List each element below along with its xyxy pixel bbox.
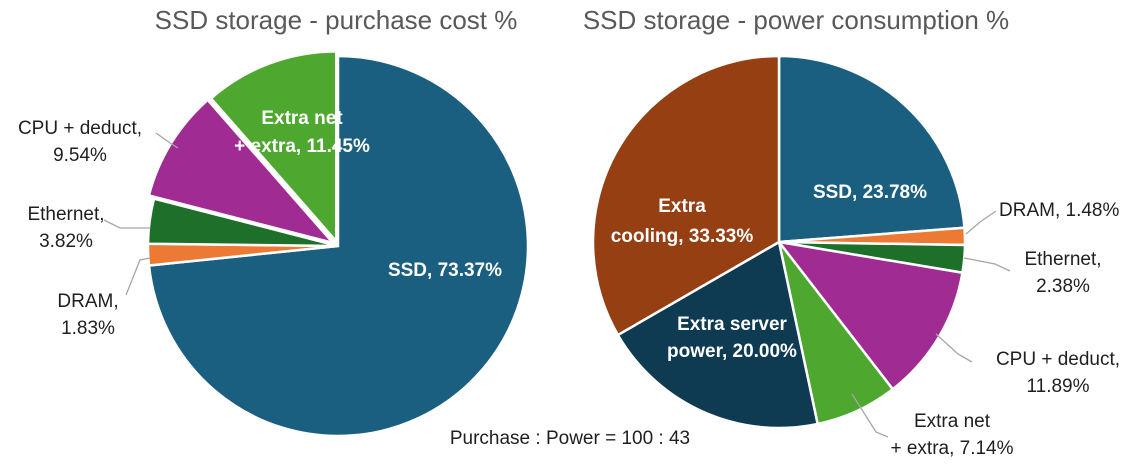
purchase-chart-title: SSD storage - purchase cost % xyxy=(155,5,518,35)
purchase-slice-ssd xyxy=(147,54,530,438)
power-label-extra-cooling: Extra cooling, 33.33% xyxy=(611,196,754,247)
power-consumption-pie xyxy=(591,54,967,430)
slice-labels: SSD, 73.37% DRAM, 1.83% Ethernet, 3.82% CPU +… xyxy=(18,108,1120,459)
power-slice-extra-server-power xyxy=(616,240,820,430)
power-leader-cpu-deduct xyxy=(935,333,973,363)
power-label-extra-server-power: Extra server power, 20.00% xyxy=(667,314,797,362)
power-label-ethernet: Ethernet, 2.38% xyxy=(1024,249,1101,297)
power-leader-ethernet xyxy=(963,257,1011,272)
purchase-label-cpu-deduct: CPU + deduct, 9.54% xyxy=(18,118,142,166)
purchase-leader-dram xyxy=(125,257,151,296)
power-label-ssd: SSD, 23.78% xyxy=(813,182,927,203)
power-chart-title: SSD storage - power consumption % xyxy=(583,5,1009,35)
power-slice-ssd xyxy=(777,54,966,244)
power-slice-cpu-deduct xyxy=(776,240,964,391)
power-leader-dram xyxy=(965,210,997,235)
power-label-cpu-deduct: CPU + deduct, 11.89% xyxy=(996,349,1120,397)
purchase-cost-pie xyxy=(146,50,530,438)
purchase-label-ssd: SSD, 73.37% xyxy=(388,260,502,281)
power-label-dram: DRAM, 1.48% xyxy=(999,200,1119,221)
purchase-slice-ethernet xyxy=(146,197,339,248)
ratio-caption: Purchase : Power = 100 : 43 xyxy=(449,428,691,449)
power-label-extra-net-extra: Extra net + extra, 7.14% xyxy=(890,411,1013,459)
purchase-leader-cpu-deduct xyxy=(155,132,179,149)
purchase-slice-extra-net-extra xyxy=(209,50,338,245)
purchase-label-dram: DRAM, 1.83% xyxy=(57,291,118,339)
power-slice-extra-cooling xyxy=(591,54,781,337)
power-leader-extra-net-extra xyxy=(851,393,889,438)
purchase-label-extra-net-extra: Extra net + extra, 11.45% xyxy=(234,108,370,157)
purchase-leader-ethernet xyxy=(103,219,150,229)
purchase-label-ethernet: Ethernet, 3.82% xyxy=(27,204,104,252)
